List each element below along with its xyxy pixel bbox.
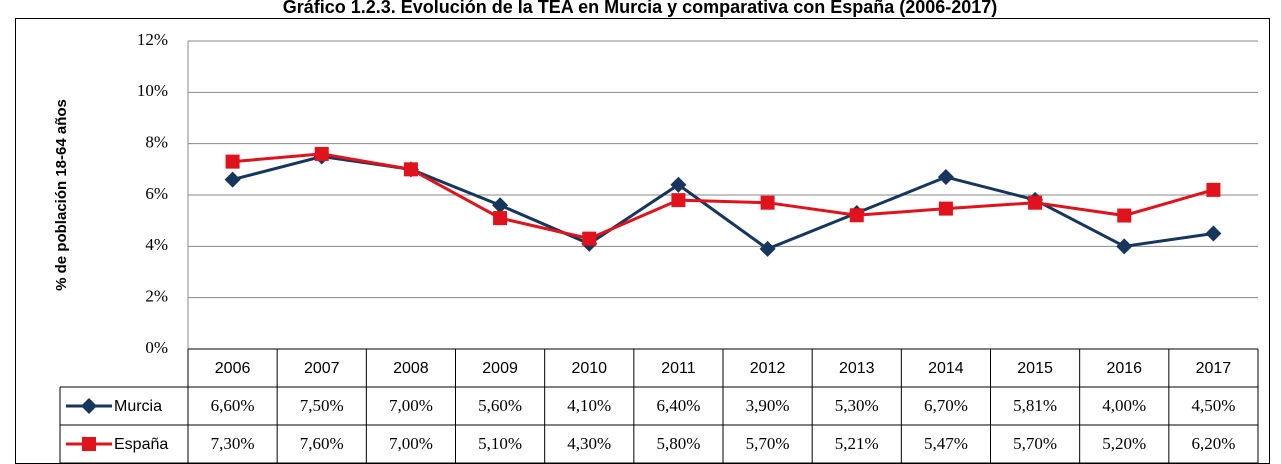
data-label: 5,21%	[835, 434, 879, 453]
x-tick-label: 2013	[839, 360, 875, 377]
point-marker	[314, 146, 329, 161]
data-label: 7,50%	[300, 396, 344, 415]
data-label: 5,81%	[1013, 396, 1057, 415]
x-tick-label: 2014	[928, 360, 964, 377]
point-marker	[1117, 208, 1132, 223]
point-marker	[670, 176, 687, 193]
point-marker	[493, 211, 508, 226]
legend-label: España	[114, 436, 168, 453]
y-tick-label: 10%	[137, 81, 168, 100]
point-marker	[938, 201, 953, 216]
y-tick-label: 0%	[145, 338, 168, 357]
y-tick-label: 12%	[137, 30, 168, 49]
x-tick-label: 2008	[393, 360, 429, 377]
y-tick-label: 8%	[145, 133, 168, 152]
y-tick-label: 2%	[145, 287, 168, 306]
y-tick-label: 4%	[145, 235, 168, 254]
point-marker	[1028, 195, 1043, 210]
data-label: 5,60%	[478, 396, 522, 415]
data-label: 6,60%	[211, 396, 255, 415]
data-label: 4,50%	[1191, 396, 1235, 415]
chart-border	[15, 18, 1270, 464]
y-tick-label: 6%	[145, 184, 168, 203]
chart-title: Gráfico 1.2.3. Evolución de la TEA en Mu…	[283, 0, 998, 17]
data-label: 6,40%	[656, 396, 700, 415]
data-label: 4,00%	[1102, 396, 1146, 415]
x-tick-label: 2012	[750, 360, 786, 377]
x-tick-label: 2011	[661, 360, 696, 377]
point-marker	[760, 195, 775, 210]
legend-label: Murcia	[114, 398, 162, 415]
data-label: 3,90%	[746, 396, 790, 415]
point-marker	[1205, 225, 1222, 242]
legend-marker	[82, 437, 96, 451]
point-marker	[671, 193, 686, 208]
x-tick-label: 2015	[1017, 360, 1053, 377]
x-tick-label: 2006	[215, 360, 251, 377]
x-tick-label: 2016	[1106, 360, 1142, 377]
x-tick-label: 2007	[304, 360, 340, 377]
data-label: 5,70%	[1013, 434, 1057, 453]
x-tick-label: 2009	[482, 360, 518, 377]
point-marker	[1116, 238, 1133, 255]
legend-marker	[81, 398, 97, 414]
point-marker	[492, 197, 509, 214]
series-line	[232, 152, 1214, 241]
x-tick-label: 2017	[1196, 360, 1232, 377]
point-marker	[582, 231, 597, 246]
point-marker	[225, 154, 240, 169]
point-marker	[1206, 182, 1221, 197]
data-label: 7,30%	[211, 434, 255, 453]
data-label: 5,20%	[1102, 434, 1146, 453]
point-marker	[224, 171, 241, 188]
data-label: 7,00%	[389, 434, 433, 453]
data-label: 4,10%	[567, 396, 611, 415]
data-label: 6,70%	[924, 396, 968, 415]
point-marker	[849, 208, 864, 223]
data-label: 6,20%	[1191, 434, 1235, 453]
data-label: 5,10%	[478, 434, 522, 453]
data-label: 5,70%	[746, 434, 790, 453]
data-label: 5,80%	[656, 434, 700, 453]
data-label: 5,47%	[924, 434, 968, 453]
data-label: 5,30%	[835, 396, 879, 415]
point-marker	[759, 240, 776, 257]
data-label: 7,60%	[300, 434, 344, 453]
data-label: 7,00%	[389, 396, 433, 415]
x-tick-label: 2010	[571, 360, 607, 377]
point-marker	[403, 162, 418, 177]
point-marker	[937, 169, 954, 186]
data-label: 4,30%	[567, 434, 611, 453]
y-axis-label: % de población 18-64 años	[53, 99, 70, 291]
